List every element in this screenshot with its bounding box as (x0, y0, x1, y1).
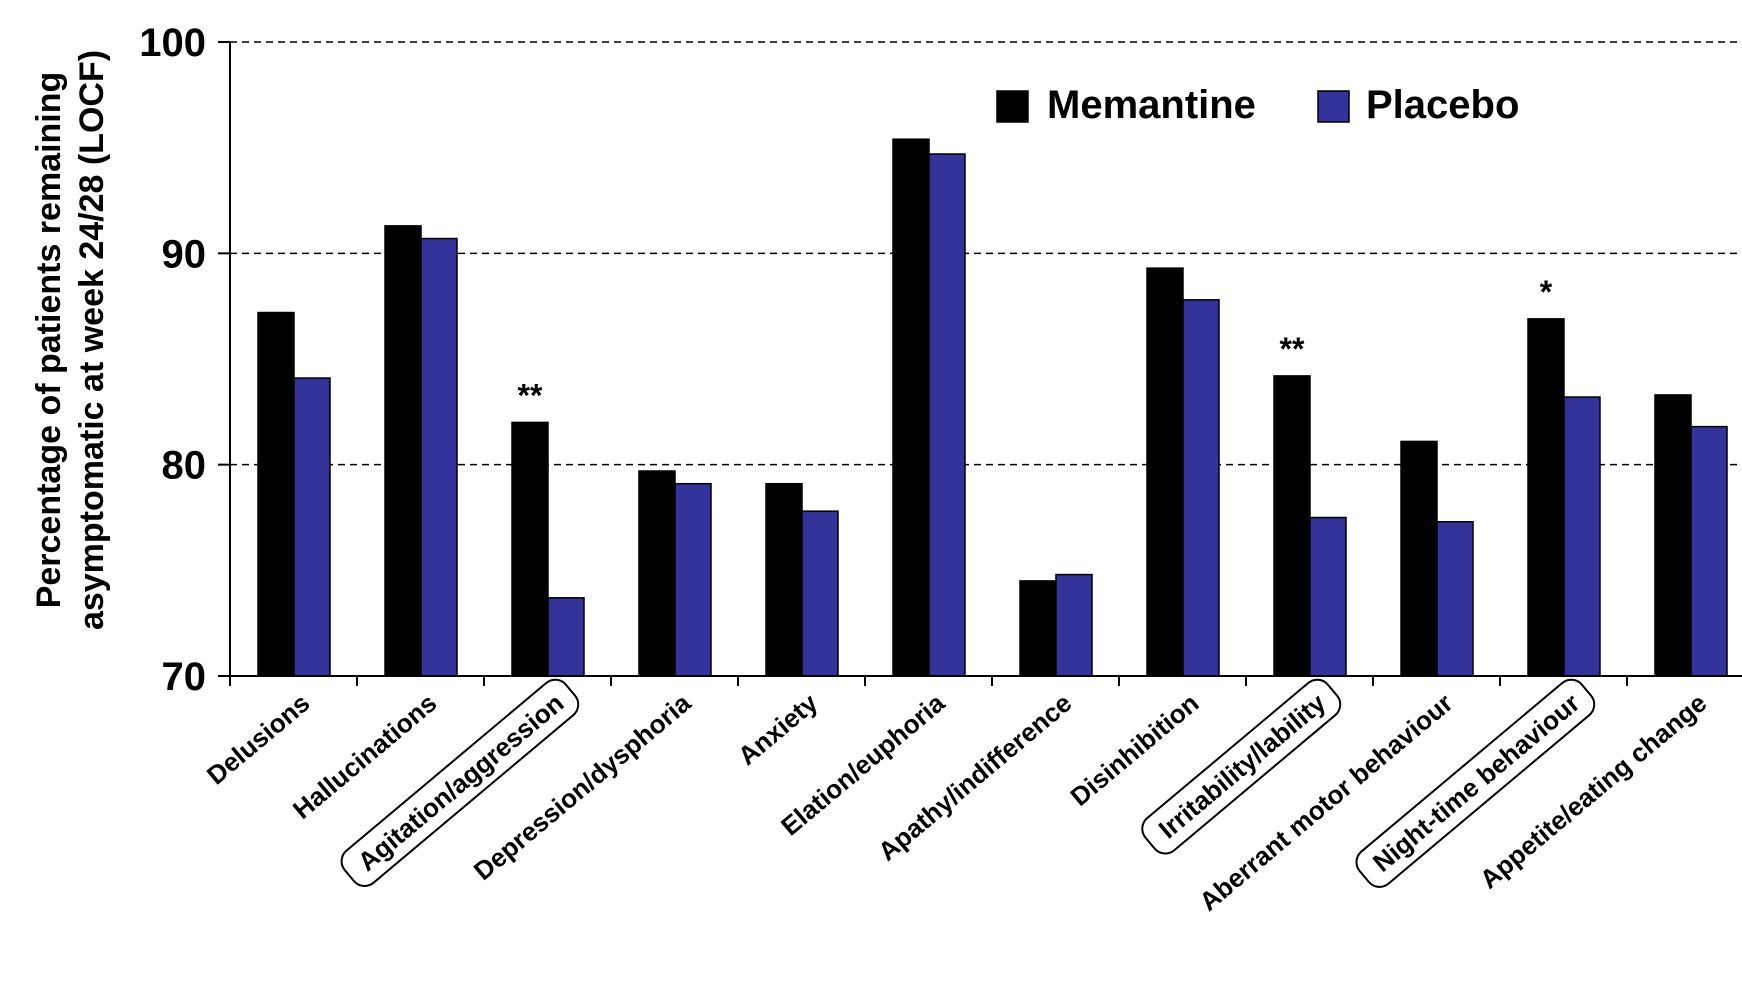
bar-placebo-11 (1563, 396, 1601, 677)
bar-series (257, 138, 1728, 677)
significance-marker: ** (1280, 331, 1305, 367)
axes (218, 41, 1742, 686)
bar-memantine-8 (1146, 267, 1184, 677)
y-tick-label: 70 (162, 655, 207, 699)
x-tick-label: Depression/dysphoria (468, 687, 697, 886)
bar-placebo-7 (1055, 573, 1093, 677)
legend-swatch-placebo (1317, 90, 1350, 123)
bar-placebo-10 (1436, 520, 1474, 677)
x-tick-group-5: Anxiety (732, 687, 824, 771)
y-axis-label-line-2: asymptomatic at week 24/28 (LOCF) (73, 50, 111, 630)
bar-placebo-9 (1309, 516, 1347, 677)
x-tick-label: Night-time behaviour (1367, 688, 1585, 878)
bar-memantine-5 (765, 482, 803, 677)
significance-markers: ***** (518, 274, 1553, 414)
bar-placebo-8 (1182, 299, 1220, 677)
bar-memantine-12 (1654, 394, 1692, 677)
y-tick-label: 80 (162, 444, 207, 488)
x-tick-highlight-box (1141, 678, 1342, 855)
x-tick-label: Delusions (201, 688, 315, 791)
bar-placebo-5 (801, 510, 839, 677)
legend-label-memantine: Memantine (1047, 83, 1256, 127)
bar-placebo-4 (674, 482, 712, 677)
legend-swatch-memantine (996, 90, 1029, 123)
x-tick-label: Agitation/aggression (352, 688, 569, 877)
y-tick-labels: 70 80 90 100 (139, 21, 206, 699)
x-tick-label: Anxiety (732, 687, 824, 771)
bar-memantine-4 (638, 470, 676, 677)
significance-marker: ** (518, 377, 543, 413)
x-tick-group-3: Agitation/aggression (340, 678, 580, 887)
bar-placebo-6 (928, 153, 966, 677)
significance-marker: * (1540, 274, 1553, 310)
grid-lines (230, 41, 1742, 466)
x-tick-group-4: Depression/dysphoria (468, 687, 697, 886)
x-tick-highlight-box (340, 678, 580, 887)
x-tick-group-11: Night-time behaviour (1355, 678, 1596, 888)
bar-placebo-12 (1690, 425, 1728, 677)
x-tick-group-1: Delusions (201, 688, 315, 791)
y-axis-label-line-1: Percentage of patients remaining (30, 72, 68, 609)
bar-placebo-3 (547, 597, 585, 677)
bar-memantine-6 (892, 138, 930, 677)
y-tick-label: 100 (139, 21, 206, 65)
x-tick-label: Disinhibition (1064, 688, 1204, 812)
legend-label-placebo: Placebo (1366, 83, 1519, 127)
bar-memantine-3 (511, 421, 549, 677)
x-tick-label: Appetite/eating change (1474, 688, 1712, 895)
x-tick-labels: DelusionsHallucinationsAgitation/aggress… (201, 678, 1712, 917)
bar-memantine-2 (384, 225, 422, 677)
bar-memantine-1 (257, 311, 295, 677)
x-tick-group-12: Appetite/eating change (1474, 688, 1712, 895)
bar-memantine-10 (1400, 440, 1438, 677)
bar-memantine-9 (1273, 375, 1311, 677)
bar-placebo-2 (420, 237, 458, 677)
bar-memantine-7 (1019, 580, 1057, 677)
legend: Memantine Placebo (996, 83, 1519, 127)
y-tick-label: 90 (162, 232, 207, 276)
x-tick-group-8: Disinhibition (1064, 688, 1204, 812)
x-tick-highlight-box (1355, 678, 1596, 888)
bar-placebo-1 (293, 377, 331, 677)
bar-memantine-11 (1527, 318, 1565, 677)
